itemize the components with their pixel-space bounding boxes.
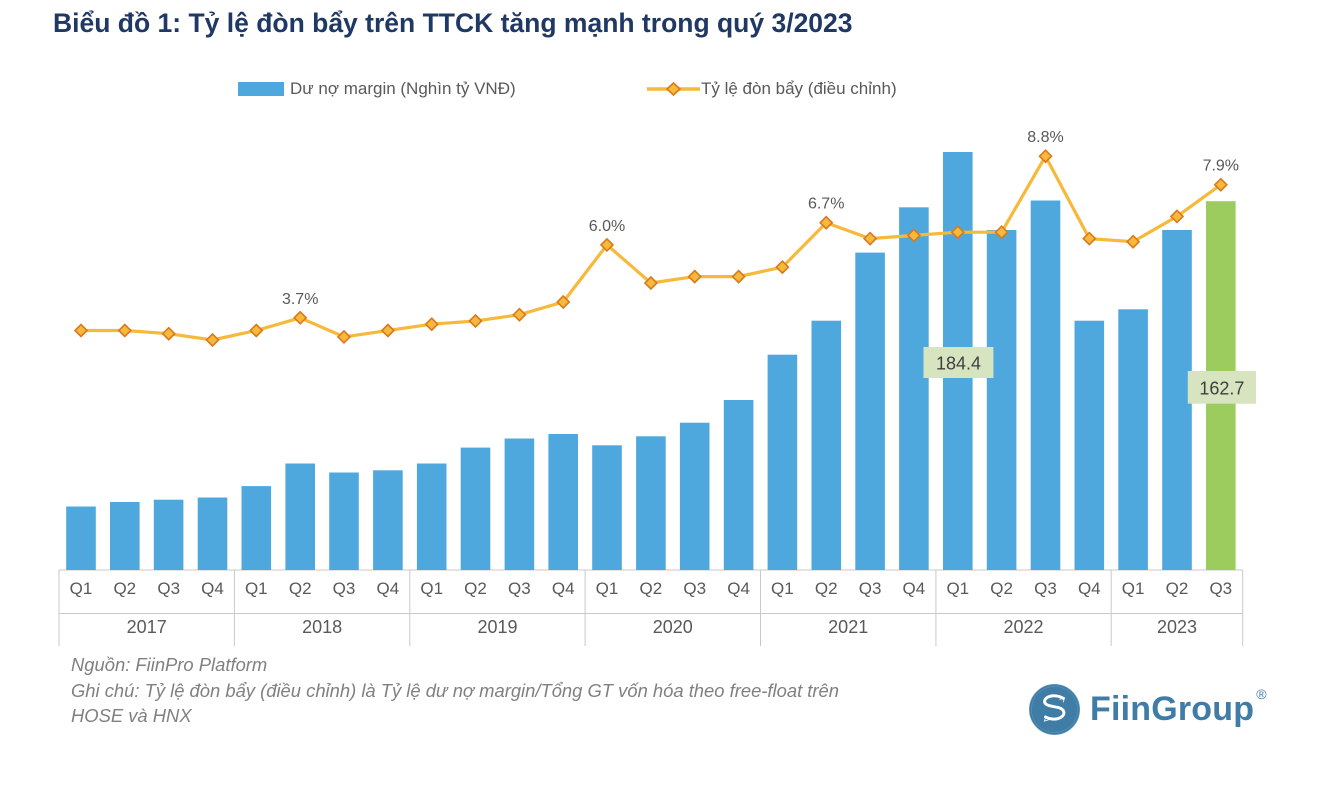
svg-text:Q2: Q2 — [815, 579, 838, 598]
svg-text:6.0%: 6.0% — [589, 218, 625, 235]
svg-text:2020: 2020 — [653, 617, 693, 637]
svg-text:Q3: Q3 — [157, 579, 180, 598]
svg-text:Q1: Q1 — [1122, 579, 1145, 598]
svg-text:2018: 2018 — [302, 617, 342, 637]
svg-text:6.7%: 6.7% — [808, 196, 844, 213]
svg-text:Q1: Q1 — [596, 579, 619, 598]
svg-text:Q2: Q2 — [289, 579, 312, 598]
svg-text:Q1: Q1 — [245, 579, 268, 598]
svg-text:Q1: Q1 — [946, 579, 969, 598]
svg-text:Q4: Q4 — [377, 579, 400, 598]
svg-text:Q4: Q4 — [727, 579, 750, 598]
svg-text:162.7: 162.7 — [1199, 378, 1244, 398]
svg-text:Q2: Q2 — [990, 579, 1013, 598]
svg-text:Q2: Q2 — [113, 579, 136, 598]
svg-text:Q1: Q1 — [70, 579, 93, 598]
svg-text:7.9%: 7.9% — [1203, 158, 1239, 175]
svg-text:Q1: Q1 — [420, 579, 443, 598]
svg-text:184.4: 184.4 — [936, 354, 981, 374]
svg-text:Q4: Q4 — [552, 579, 575, 598]
svg-text:Q3: Q3 — [333, 579, 356, 598]
svg-text:2021: 2021 — [828, 617, 868, 637]
svg-text:Q3: Q3 — [1209, 579, 1232, 598]
svg-text:Q1: Q1 — [771, 579, 794, 598]
svg-text:2023: 2023 — [1157, 617, 1197, 637]
svg-text:Q2: Q2 — [464, 579, 487, 598]
svg-text:Q2: Q2 — [1166, 579, 1189, 598]
svg-text:3.7%: 3.7% — [282, 291, 318, 308]
svg-text:2017: 2017 — [127, 617, 167, 637]
svg-text:Q3: Q3 — [1034, 579, 1057, 598]
svg-text:Q2: Q2 — [640, 579, 663, 598]
svg-text:8.8%: 8.8% — [1027, 129, 1063, 146]
svg-text:Q4: Q4 — [903, 579, 926, 598]
svg-text:Q3: Q3 — [859, 579, 882, 598]
svg-text:Q4: Q4 — [1078, 579, 1101, 598]
svg-text:Q3: Q3 — [508, 579, 531, 598]
svg-text:2019: 2019 — [477, 617, 517, 637]
svg-text:Q4: Q4 — [201, 579, 224, 598]
svg-text:2022: 2022 — [1003, 617, 1043, 637]
svg-text:Q3: Q3 — [683, 579, 706, 598]
